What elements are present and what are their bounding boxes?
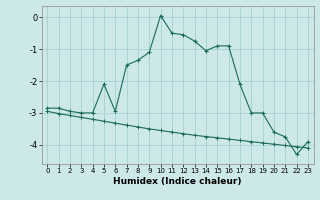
- X-axis label: Humidex (Indice chaleur): Humidex (Indice chaleur): [113, 177, 242, 186]
